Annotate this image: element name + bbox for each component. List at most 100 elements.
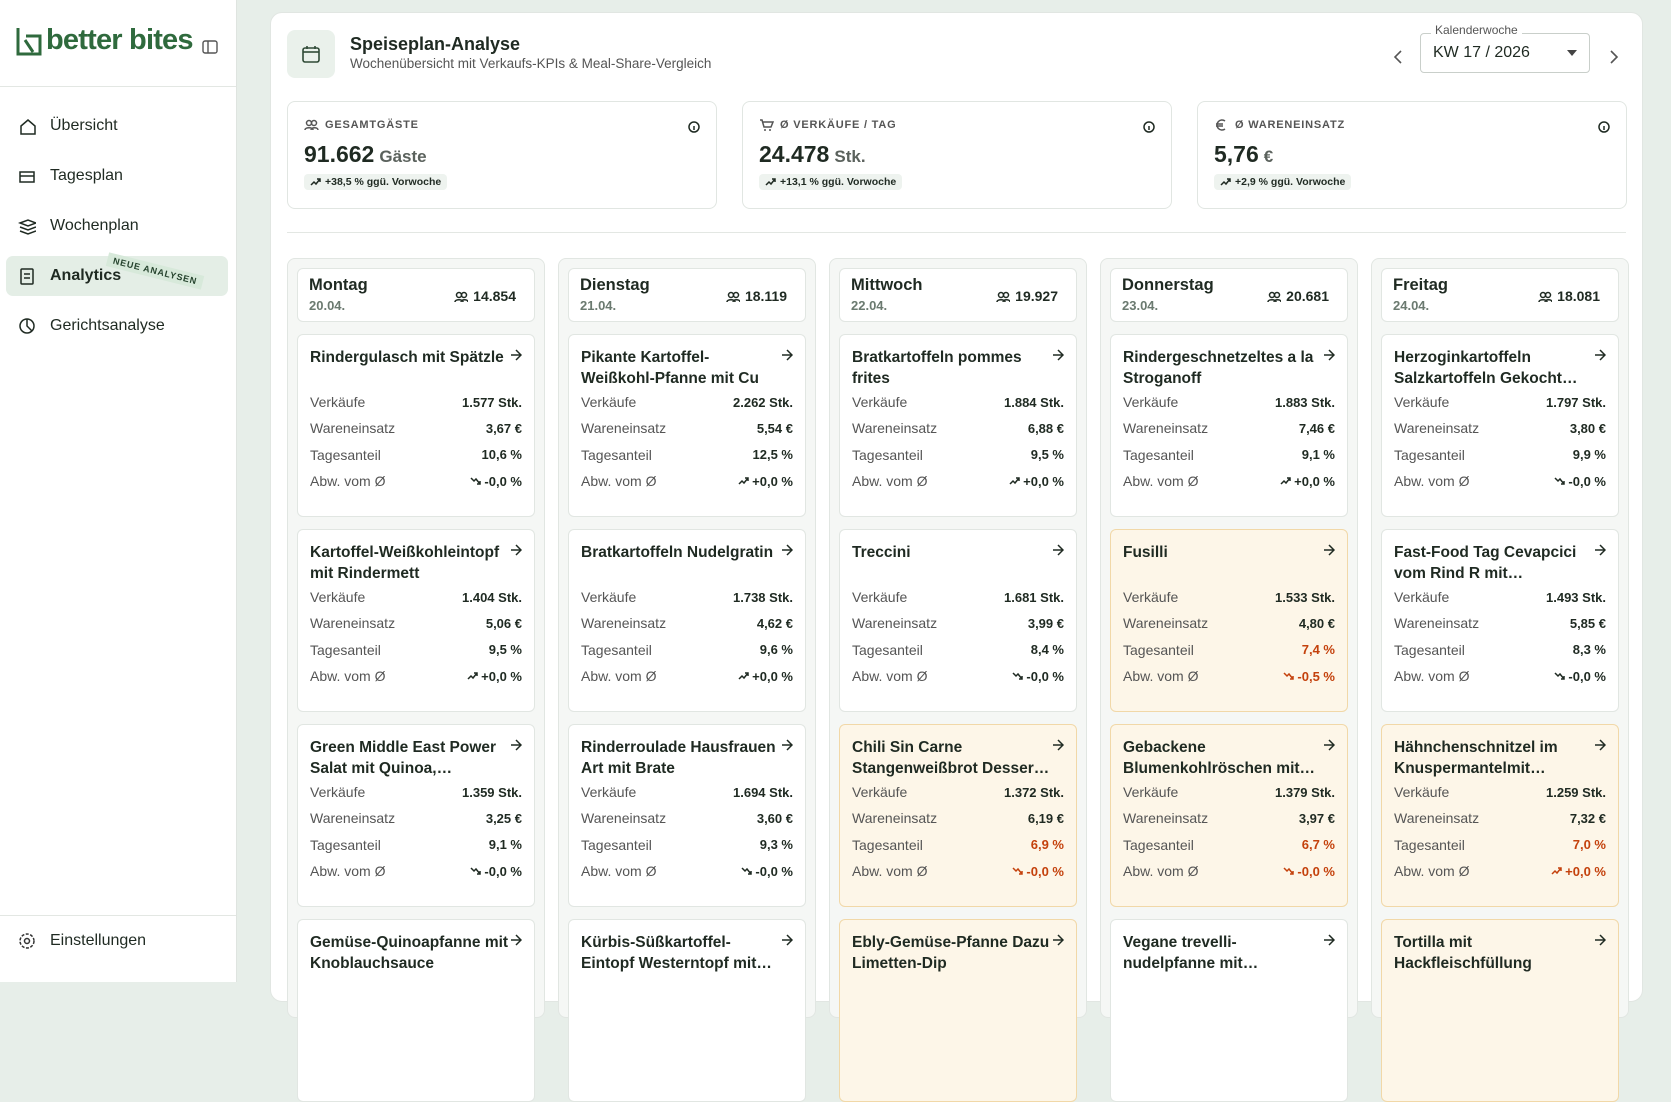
metric-row: Verkäufe 1.359 Stk.	[310, 779, 522, 805]
dish-card[interactable]: Kürbis-Süßkartoffel-Eintopf Westerntopf …	[568, 919, 806, 1102]
dish-card[interactable]: Herzoginkartoffeln Salzkartoffeln Gekoch…	[1381, 334, 1619, 517]
open-dish[interactable]	[510, 934, 522, 946]
day-header: Mittwoch 22.04. 19.927	[839, 268, 1077, 322]
metric-value: +0,0 %	[1009, 474, 1064, 489]
open-dish[interactable]	[1594, 934, 1606, 946]
info-icon[interactable]	[1143, 121, 1155, 133]
open-dish[interactable]	[510, 739, 522, 751]
open-dish[interactable]	[1594, 349, 1606, 361]
open-dish[interactable]	[1323, 934, 1335, 946]
metric-label: Tagesanteil	[581, 836, 652, 853]
dish-card[interactable]: Rindergeschnetzeltes a la Stroganoff Verk…	[1110, 334, 1348, 517]
dish-card[interactable]: Green Middle East Power Salat mit Quinoa…	[297, 724, 535, 907]
metric-text: 6,7 %	[1301, 837, 1335, 853]
metric-text: -0,0 %	[1297, 863, 1335, 879]
metric-text: +0,0 %	[752, 668, 793, 684]
open-dish[interactable]	[1594, 544, 1606, 556]
dish-card[interactable]: Gebackene Blumenkohlröschen mit… Verkäufe…	[1110, 724, 1348, 907]
dish-card[interactable]: Chili Sin Carne Stangenweißbrot Desser… V…	[839, 724, 1077, 907]
open-dish[interactable]	[1052, 544, 1064, 556]
dish-card[interactable]: Hähnchenschnitzel im Knuspermantelmit… Ve…	[1381, 724, 1619, 907]
metric-value: 1.404 Stk.	[462, 590, 522, 605]
metric-value: 1.533 Stk.	[1275, 590, 1335, 605]
metric-text: 12,5 %	[752, 447, 793, 463]
dish-card[interactable]: Bratkartoffeln pommes frites Verkäufe 1.88…	[839, 334, 1077, 517]
dish-card[interactable]: Vegane trevelli-nudelpfanne mit…	[1110, 919, 1348, 1102]
open-dish[interactable]	[1323, 544, 1335, 556]
metric-text: 9,1 %	[488, 837, 522, 853]
metric-value: +0,0 %	[738, 474, 793, 489]
dish-card[interactable]: Fast-Food Tag Cevapcici vom Rind R mit… V…	[1381, 529, 1619, 712]
info-icon[interactable]	[688, 121, 700, 133]
open-dish[interactable]	[781, 934, 793, 946]
metric-text: -0,0 %	[484, 473, 522, 489]
metric-text: +0,0 %	[1294, 473, 1335, 489]
dish-card[interactable]: Rindergulasch mit Spätzle Verkäufe 1.577 S…	[297, 334, 535, 517]
dish-name: Fast-Food Tag Cevapcici vom Rind R mit…	[1394, 544, 1577, 582]
kpi-icon	[760, 119, 774, 131]
open-dish[interactable]	[781, 739, 793, 751]
open-dish[interactable]	[1323, 349, 1335, 361]
nav-item[interactable]: Tagesplan	[6, 156, 228, 196]
metric-row: Verkäufe 1.883 Stk.	[1123, 389, 1335, 415]
nav-item[interactable]: Übersicht	[6, 106, 228, 146]
metric-value: -0,0 %	[1012, 669, 1064, 684]
open-dish[interactable]	[510, 349, 522, 361]
metric-text: 1.577 Stk.	[462, 394, 522, 410]
dish-card[interactable]: Pikante Kartoffel-Weißkohl-Pfanne mit Cu…	[568, 334, 806, 517]
metric-value: -0,0 %	[470, 474, 522, 489]
dish-card[interactable]: Gemüse-Quinoapfanne mit Knoblauchsauce	[297, 919, 535, 1102]
page-title: Speiseplan-Analyse	[350, 34, 521, 54]
open-dish[interactable]	[1323, 739, 1335, 751]
metric-label: Abw. vom Ø	[310, 473, 386, 490]
open-dish[interactable]	[1052, 739, 1064, 751]
metric-row: Verkäufe 1.259 Stk.	[1394, 779, 1606, 805]
deviation-icon	[1283, 672, 1295, 680]
metric-value: 9,9 %	[1573, 447, 1606, 462]
dish-name: Rindergulasch mit Spätzle	[310, 349, 504, 366]
metric-value: 6,9 %	[1031, 837, 1064, 852]
nav-item[interactable]: Gerichtsanalyse	[6, 306, 228, 346]
dish-name: Kartoffel-Weißkohleintopf mit Rindermett	[310, 544, 500, 582]
week-select-label: Kalenderwoche	[1431, 23, 1522, 37]
metric-label: Tagesanteil	[1123, 446, 1194, 463]
dish-card[interactable]: Fusilli Verkäufe 1.533 Stk. Wareneinsatz 4,8…	[1110, 529, 1348, 712]
metric-row: Tagesanteil 9,9 %	[1394, 442, 1606, 468]
open-dish[interactable]	[1052, 934, 1064, 946]
nav-item[interactable]: Analytics NEUE ANALYSEN	[6, 252, 228, 296]
metric-value: 7,0 %	[1573, 837, 1606, 852]
dish-card[interactable]: Kartoffel-Weißkohleintopf mit Rindermett…	[297, 529, 535, 712]
info-icon[interactable]	[1598, 121, 1610, 133]
metric-row: Abw. vom Ø -0,5 %	[1123, 663, 1335, 689]
open-dish[interactable]	[781, 349, 793, 361]
metric-row: Abw. vom Ø -0,0 %	[1394, 468, 1606, 494]
dish-card[interactable]: Ebly-Gemüse-Pfanne Dazu Limetten-Dip	[839, 919, 1077, 1102]
metric-row: Tagesanteil 10,6 %	[310, 442, 522, 468]
deviation-icon	[1012, 672, 1024, 680]
open-dish[interactable]	[1594, 739, 1606, 751]
metric-label: Wareneinsatz	[852, 420, 938, 437]
open-dish[interactable]	[1052, 349, 1064, 361]
dish-card[interactable]: Treccini Verkäufe 1.681 Stk. Wareneinsatz 3,…	[839, 529, 1077, 712]
open-dish[interactable]	[510, 544, 522, 556]
week-select[interactable]: KW 17 / 2026	[1420, 33, 1590, 73]
day-date: 24.04.	[1393, 298, 1430, 313]
kpi-trend-row: +13,1 % ggü. Vorwoche	[759, 168, 1155, 192]
prev-week[interactable]	[1393, 49, 1403, 65]
collapse-button[interactable]	[202, 40, 218, 54]
metric-label: Tagesanteil	[1394, 446, 1465, 463]
nav-item[interactable]: Wochenplan	[6, 206, 228, 246]
dish-card[interactable]: Bratkartoffeln Nudelgratin Verkäufe 1.738 …	[568, 529, 806, 712]
next-week[interactable]	[1609, 49, 1619, 65]
metric-text: 7,0 %	[1572, 837, 1606, 853]
metric-value: 4,62 €	[757, 616, 793, 631]
dish-card[interactable]: Tortilla mit Hackfleischfüllung	[1381, 919, 1619, 1102]
metric-text: 9,9 %	[1572, 447, 1606, 463]
kpi-unit: €	[1263, 147, 1274, 166]
settings-link[interactable]: Einstellungen	[18, 932, 146, 950]
metric-value: +0,0 %	[1280, 474, 1335, 489]
dish-card[interactable]: Rinderroulade Hausfrauen Art mit Brate Ve…	[568, 724, 806, 907]
open-dish[interactable]	[781, 544, 793, 556]
day-guests: 14.854	[454, 288, 516, 304]
metric-text: 3,80 €	[1569, 420, 1606, 436]
